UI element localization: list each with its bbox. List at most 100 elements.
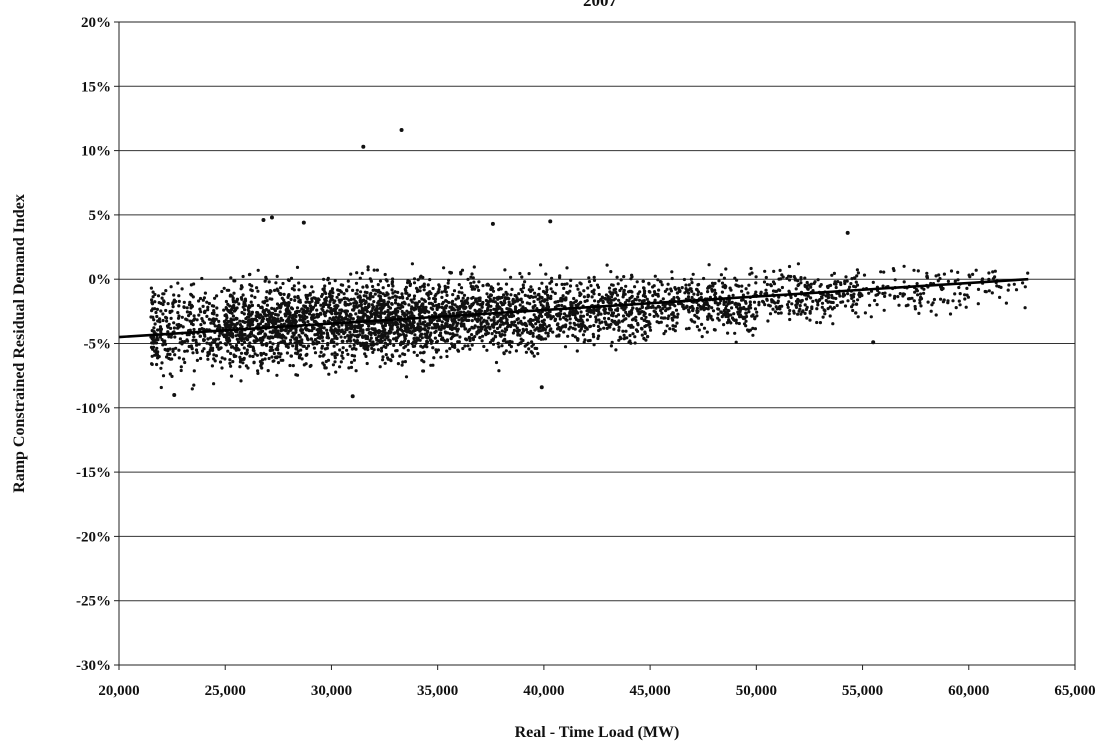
data-point <box>299 343 303 347</box>
data-point <box>276 344 280 348</box>
data-point <box>383 338 387 342</box>
data-point <box>177 299 181 303</box>
data-point <box>537 314 542 318</box>
data-point <box>364 354 368 358</box>
data-point <box>411 329 415 333</box>
data-point <box>361 343 365 347</box>
data-point <box>421 275 425 280</box>
data-point <box>513 320 517 324</box>
data-point <box>171 301 175 305</box>
data-point <box>392 337 396 341</box>
data-point <box>956 270 960 274</box>
data-point <box>246 323 250 327</box>
data-point <box>260 361 264 365</box>
data-point <box>379 291 383 295</box>
data-point <box>260 343 264 347</box>
data-point <box>456 340 460 344</box>
data-point <box>265 303 269 307</box>
data-point <box>516 343 520 347</box>
data-point <box>504 282 509 286</box>
data-point <box>642 337 646 341</box>
data-point <box>252 361 256 365</box>
data-point <box>463 344 467 348</box>
data-point <box>816 300 820 304</box>
data-point <box>487 316 491 320</box>
data-point <box>618 288 622 293</box>
data-point <box>370 309 374 313</box>
data-point <box>578 281 582 285</box>
data-point <box>582 295 587 299</box>
data-point <box>670 270 674 274</box>
data-point <box>545 285 549 289</box>
data-point <box>609 292 613 296</box>
data-point <box>753 317 757 321</box>
data-point <box>369 314 374 319</box>
data-point <box>846 299 850 303</box>
data-point <box>586 286 590 290</box>
data-point <box>999 285 1003 289</box>
data-point <box>571 333 575 337</box>
data-point <box>412 297 416 301</box>
data-point <box>493 300 497 304</box>
data-point <box>437 305 441 309</box>
data-point <box>319 312 323 316</box>
data-point <box>400 292 404 296</box>
data-point <box>420 358 424 362</box>
data-point <box>276 341 281 345</box>
data-point <box>252 339 256 343</box>
data-point <box>213 296 217 300</box>
data-point <box>373 311 377 315</box>
data-point <box>748 272 752 276</box>
data-point <box>492 296 496 300</box>
data-point <box>503 327 507 331</box>
data-point <box>573 327 577 331</box>
data-point <box>203 310 207 315</box>
data-point <box>684 287 688 291</box>
data-point <box>683 291 687 295</box>
data-point <box>477 288 481 292</box>
data-point <box>863 311 868 315</box>
data-point <box>457 290 461 294</box>
data-point <box>471 276 475 280</box>
data-point <box>266 318 270 322</box>
data-point <box>797 309 801 313</box>
data-point <box>256 369 260 373</box>
data-point <box>381 358 385 362</box>
data-point <box>239 379 243 383</box>
data-point <box>398 296 402 300</box>
data-point <box>164 308 168 313</box>
data-point <box>224 306 228 310</box>
data-point <box>755 310 759 314</box>
data-point <box>252 349 256 353</box>
data-point <box>523 280 527 284</box>
data-point <box>1007 283 1011 287</box>
data-point <box>690 319 694 323</box>
data-point <box>665 307 669 311</box>
data-point <box>212 304 216 308</box>
outlier-point <box>539 385 544 390</box>
data-point <box>527 272 531 276</box>
data-point <box>195 343 199 347</box>
data-point <box>942 298 946 302</box>
data-point <box>580 318 584 323</box>
data-point <box>456 348 460 352</box>
data-point <box>575 284 579 288</box>
data-point <box>192 314 196 318</box>
data-point <box>375 342 379 346</box>
data-point <box>310 285 314 289</box>
data-point <box>297 333 301 337</box>
data-point <box>508 304 512 308</box>
data-point <box>702 303 706 307</box>
data-point <box>533 291 537 295</box>
outlier-point <box>361 144 366 149</box>
data-point <box>640 299 645 303</box>
data-point <box>625 336 629 340</box>
data-point <box>612 327 616 331</box>
data-point <box>477 280 481 284</box>
data-point <box>828 305 832 309</box>
data-point <box>339 335 343 339</box>
data-point <box>361 335 365 339</box>
data-point <box>330 352 334 356</box>
data-point <box>308 293 312 297</box>
x-axis-ticks: 20,000 25,000 30,000 35,000 40,000 45,000 50,0… <box>98 665 1096 699</box>
